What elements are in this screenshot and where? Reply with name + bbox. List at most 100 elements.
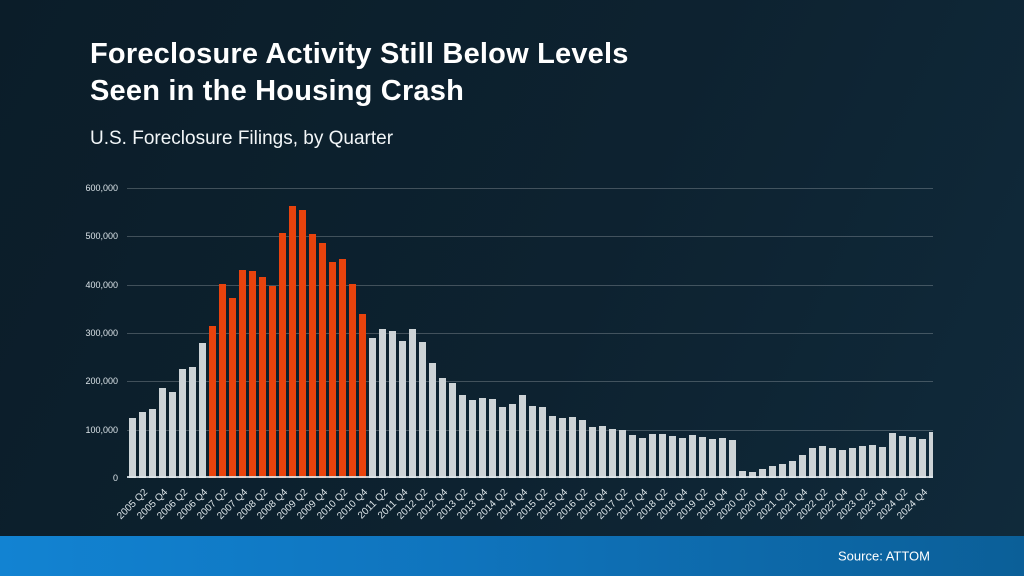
bar-2020-q4 (759, 469, 766, 478)
bar-2009-q1 (289, 205, 296, 478)
bar-2007-q1 (209, 325, 216, 478)
bar-2009-q2 (299, 210, 306, 478)
title-line-2: Seen in the Housing Crash (90, 75, 464, 107)
bar-2014-q4 (519, 395, 526, 478)
bar-2016-q2 (579, 420, 586, 478)
bar-2016-q1 (569, 416, 576, 478)
bar-2019-q1 (689, 435, 696, 478)
bar-2011-q3 (389, 331, 396, 478)
footer-band: Source: ATTOM (0, 536, 1024, 576)
y-tick-label: 600,000 (85, 183, 118, 193)
bar-2021-q4 (799, 454, 806, 478)
title-line-1: Foreclosure Activity Still Below Levels (90, 38, 629, 70)
bar-2018-q4 (679, 438, 686, 478)
bar-2024-q1 (889, 433, 896, 478)
bar-2023-q2 (859, 445, 866, 478)
bar-2017-q1 (609, 428, 616, 478)
bar-2011-q1 (369, 337, 376, 478)
bar-2009-q4 (319, 243, 326, 478)
bar-2010-q1 (329, 261, 336, 478)
x-axis-labels: 2005 Q2 2005 Q4 2006 Q2 2006 Q4 2007 Q2 2007 … (115, 478, 933, 538)
bar-2015-q1 (529, 405, 536, 478)
bar-2014-q3 (509, 403, 516, 478)
bar-2019-q2 (699, 436, 706, 478)
bar-2024-q3 (909, 437, 916, 478)
bar-2007-q2 (219, 283, 226, 478)
bar-2021-q3 (789, 460, 796, 478)
source-attribution: Source: ATTOM (838, 548, 930, 564)
bar-2021-q2 (779, 463, 786, 478)
bar-2014-q1 (489, 399, 496, 478)
bar-2008-q3 (269, 286, 276, 478)
bar-2022-q3 (829, 448, 836, 478)
x-axis-line (127, 476, 933, 478)
bar-2005-q3 (149, 408, 156, 478)
y-tick-label: 100,000 (85, 424, 118, 435)
bar-2015-q3 (549, 415, 556, 478)
gridline-400,000 (127, 284, 933, 286)
bar-2016-q4 (599, 426, 606, 478)
bar-2018-q3 (669, 435, 676, 478)
bar-2013-q2 (459, 395, 466, 478)
bar-2022-q4 (839, 450, 846, 478)
bar-2025-q1 (929, 432, 933, 478)
bar-2015-q2 (539, 406, 546, 478)
bar-2006-q3 (189, 366, 196, 478)
bar-2023-q1 (849, 448, 856, 478)
gridline-500,000 (127, 236, 933, 238)
bar-2009-q3 (309, 233, 316, 478)
bar-2005-q2 (139, 411, 146, 478)
gridline-200,000 (127, 381, 933, 383)
bar-2005-q1 (129, 417, 136, 478)
bar-2012-q4 (439, 378, 446, 478)
bar-2017-q2 (619, 430, 626, 478)
bar-2013-q1 (449, 383, 456, 478)
bar-2005-q4 (159, 388, 166, 478)
chart-subtitle: U.S. Foreclosure Filings, by Quarter (90, 128, 394, 149)
bar-2007-q4 (239, 270, 246, 478)
bar-2013-q4 (479, 398, 486, 478)
bar-2012-q1 (409, 328, 416, 478)
bar-2020-q3 (749, 471, 756, 478)
y-tick-label: 200,000 (85, 376, 118, 387)
bar-2017-q3 (629, 434, 636, 478)
bar-2018-q1 (649, 433, 656, 478)
bar-2021-q1 (769, 466, 776, 478)
bar-2007-q3 (229, 297, 236, 478)
bar-2014-q2 (499, 406, 506, 478)
bar-2008-q4 (279, 232, 286, 478)
bar-2019-q4 (719, 438, 726, 478)
bar-2011-q2 (379, 328, 386, 478)
bar-chart: 0 100,000 200,000 300,000 400,000 500,000 600,… (85, 183, 933, 522)
bar-2022-q2 (819, 446, 826, 478)
bar-2010-q2 (339, 259, 346, 478)
gridline-600,000 (127, 188, 933, 189)
bar-2020-q2 (739, 470, 746, 478)
bar-2019-q3 (709, 439, 716, 478)
bar-2017-q4 (639, 437, 646, 478)
y-tick-label: 500,000 (85, 231, 118, 242)
bar-2010-q3 (349, 284, 356, 478)
bar-2011-q4 (399, 340, 406, 478)
y-tick-label: 0 (112, 473, 118, 483)
plot-area (127, 188, 933, 478)
y-tick-label: 300,000 (85, 328, 118, 338)
bar-2012-q2 (419, 342, 426, 478)
bar-2013-q3 (469, 400, 476, 478)
bar-2023-q3 (869, 444, 876, 478)
bar-2020-q1 (729, 440, 736, 478)
bar-2022-q1 (809, 448, 816, 478)
bar-2006-q4 (199, 342, 206, 478)
bar-2008-q1 (249, 271, 256, 478)
bar-2016-q3 (589, 427, 596, 478)
y-tick-label: 400,000 (85, 279, 118, 290)
bar-2006-q2 (179, 369, 186, 478)
bar-2018-q2 (659, 433, 666, 478)
bar-2023-q4 (879, 447, 886, 478)
bar-2006-q1 (169, 391, 176, 478)
gridline-300,000 (127, 333, 933, 334)
bar-2015-q4 (559, 417, 566, 478)
bar-2024-q4 (919, 439, 926, 478)
bar-2024-q2 (899, 435, 906, 478)
page-title: Foreclosure Activity Still Below Levels … (90, 36, 629, 110)
